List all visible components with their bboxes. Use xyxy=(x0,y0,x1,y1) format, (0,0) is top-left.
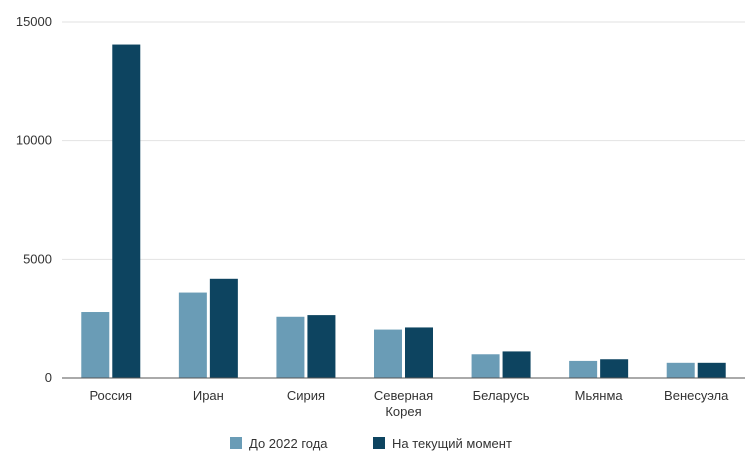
x-category-label: Беларусь xyxy=(473,388,530,403)
y-tick-label: 0 xyxy=(45,370,52,385)
grid-lines xyxy=(62,21,745,260)
x-category-label: Иран xyxy=(193,388,224,403)
y-tick-label: 15000 xyxy=(16,14,52,29)
y-tick-label: 5000 xyxy=(23,251,52,266)
bars xyxy=(81,44,726,379)
legend: До 2022 года На текущий момент xyxy=(230,436,512,451)
legend-swatch xyxy=(373,437,385,449)
x-category-label: Северная xyxy=(374,388,433,403)
bar-before-2022 xyxy=(276,316,305,378)
bar-current xyxy=(307,315,336,378)
y-axis-ticks: 0 5000 10000 15000 xyxy=(16,14,52,385)
bar-current xyxy=(405,327,433,378)
bar-current xyxy=(600,359,629,378)
bar-current xyxy=(112,44,141,379)
bar-before-2022 xyxy=(374,329,402,378)
x-category-label: Венесуэла xyxy=(664,388,729,403)
legend-swatch xyxy=(230,437,242,449)
bar-current xyxy=(697,362,726,378)
bar-before-2022 xyxy=(471,354,500,378)
bar-current xyxy=(502,351,531,378)
bar-before-2022 xyxy=(178,292,207,378)
bar-before-2022 xyxy=(569,360,598,378)
legend-label: На текущий момент xyxy=(392,436,512,451)
x-category-label: Корея xyxy=(385,404,421,419)
bar-current xyxy=(209,278,238,378)
bar-before-2022 xyxy=(81,312,110,378)
x-category-label: Россия xyxy=(89,388,132,403)
x-category-label: Мьянма xyxy=(575,388,624,403)
legend-label: До 2022 года xyxy=(249,436,328,451)
y-tick-label: 10000 xyxy=(16,133,52,148)
x-category-label: Сирия xyxy=(287,388,325,403)
bar-before-2022 xyxy=(666,362,695,378)
